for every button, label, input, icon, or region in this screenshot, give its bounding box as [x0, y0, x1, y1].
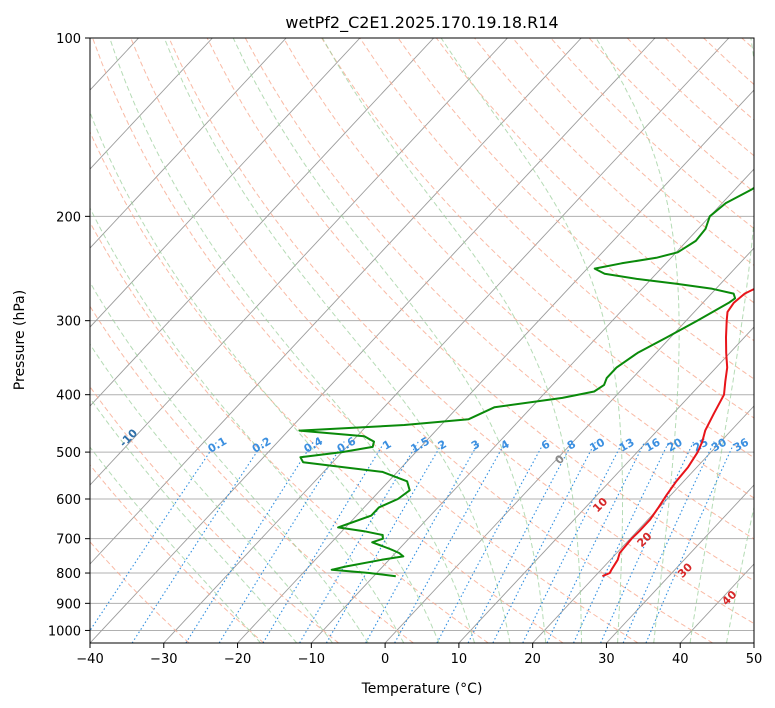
x-tick-label: 50 — [746, 652, 763, 667]
x-tick-label: −30 — [150, 652, 177, 667]
mixing-ratio-line — [365, 441, 480, 643]
y-tick-label: 900 — [56, 597, 81, 612]
isotherm-line — [163, 38, 730, 643]
x-tick-label: 30 — [598, 652, 615, 667]
y-tick-label: 1000 — [48, 624, 81, 639]
y-tick-label: 300 — [56, 315, 81, 330]
mixing-ratio-line — [522, 441, 624, 643]
moist-adiabat-line — [163, 38, 511, 643]
y-tick-label: 500 — [56, 446, 81, 461]
dry-adiabat-line — [206, 38, 754, 582]
background-lines — [90, 38, 754, 643]
dry-adiabat-line — [90, 130, 564, 643]
y-tick-label: 700 — [56, 533, 81, 548]
mixing-ratio-line — [218, 441, 345, 643]
plot-frame — [89, 37, 755, 644]
moist-adiabat-line — [440, 38, 624, 643]
x-axis-label: Temperature (°C) — [361, 681, 483, 697]
y-tick-label: 800 — [56, 567, 81, 582]
mixing-ratio-line — [299, 441, 419, 643]
axes: −40 −30 −20 −10 0 10 20 30 40 50 100 200 300 400 500 60… — [48, 32, 762, 667]
isotherm-line — [532, 405, 754, 643]
dewpoint-profile-line — [298, 186, 754, 578]
dry-adiabat-line — [92, 38, 639, 643]
dry-adiabat-line — [90, 305, 414, 643]
mixing-ratio-line — [600, 441, 695, 643]
mixing-ratio-line — [131, 441, 265, 643]
isotherm-line — [384, 247, 754, 643]
x-tick-label: 0 — [381, 652, 389, 667]
x-tick-label: 10 — [451, 652, 468, 667]
x-tick-label: −20 — [224, 652, 251, 667]
dry-adiabat-line — [474, 38, 754, 304]
mixing-ratio-line — [622, 441, 715, 643]
moist-adiabat-line — [90, 281, 369, 643]
y-tick-label: 600 — [56, 493, 81, 508]
isotherm-line — [90, 38, 213, 170]
isotherm-line — [90, 38, 582, 565]
isotherm-line — [90, 38, 508, 486]
moist-adiabat-line — [109, 38, 475, 643]
mixing-ratio-line — [90, 441, 218, 632]
mixing-ratio-line — [262, 441, 386, 643]
mixing-ratio-line — [394, 441, 507, 643]
dry-adiabat-line — [90, 541, 190, 643]
chart-title: wetPf2_C2E1.2025.170.19.18.R14 — [285, 13, 558, 33]
isotherm-line — [90, 38, 361, 328]
mixing-ratio-line — [325, 441, 444, 643]
moist-adiabat-line — [232, 38, 547, 643]
isotherm-line — [237, 89, 754, 643]
y-axis-label: Pressure (hPa) — [12, 290, 28, 390]
moist-adiabat-line — [90, 446, 261, 643]
moist-adiabat-line — [90, 206, 405, 643]
y-tick-label: 100 — [56, 32, 81, 47]
x-tick-label: −10 — [298, 652, 325, 667]
x-tick-label: 40 — [672, 652, 689, 667]
profile-lines — [298, 186, 754, 578]
isotherm-line — [606, 484, 754, 643]
dry-adiabat-line — [168, 38, 754, 625]
temperature-profile-line — [602, 287, 754, 578]
isotherm-line — [90, 38, 435, 407]
isotherm-line — [90, 38, 656, 643]
mixing-ratio-line — [436, 441, 545, 643]
dry-adiabat-line — [90, 221, 489, 643]
moist-adiabat-line — [321, 38, 582, 643]
moist-adiabat-line — [726, 505, 754, 643]
dry-adiabat-line — [435, 38, 754, 342]
mixing-ratio-line — [645, 441, 736, 643]
dry-adiabat-line — [244, 38, 754, 540]
dry-adiabat-line — [130, 38, 713, 643]
isotherm-line — [90, 38, 287, 249]
dry-adiabat-line — [283, 38, 754, 499]
y-tick-label: 200 — [56, 210, 81, 225]
x-tick-label: −40 — [76, 652, 103, 667]
moist-adiabat-line — [90, 343, 333, 643]
isotherm-line — [458, 326, 754, 643]
y-tick-label: 400 — [56, 389, 81, 404]
dry-adiabat-line — [359, 38, 754, 419]
dry-adiabat-line — [90, 464, 265, 643]
x-tick-label: 20 — [524, 652, 541, 667]
mixing-ratio-line — [185, 441, 314, 643]
moist-adiabat-line — [689, 38, 754, 643]
